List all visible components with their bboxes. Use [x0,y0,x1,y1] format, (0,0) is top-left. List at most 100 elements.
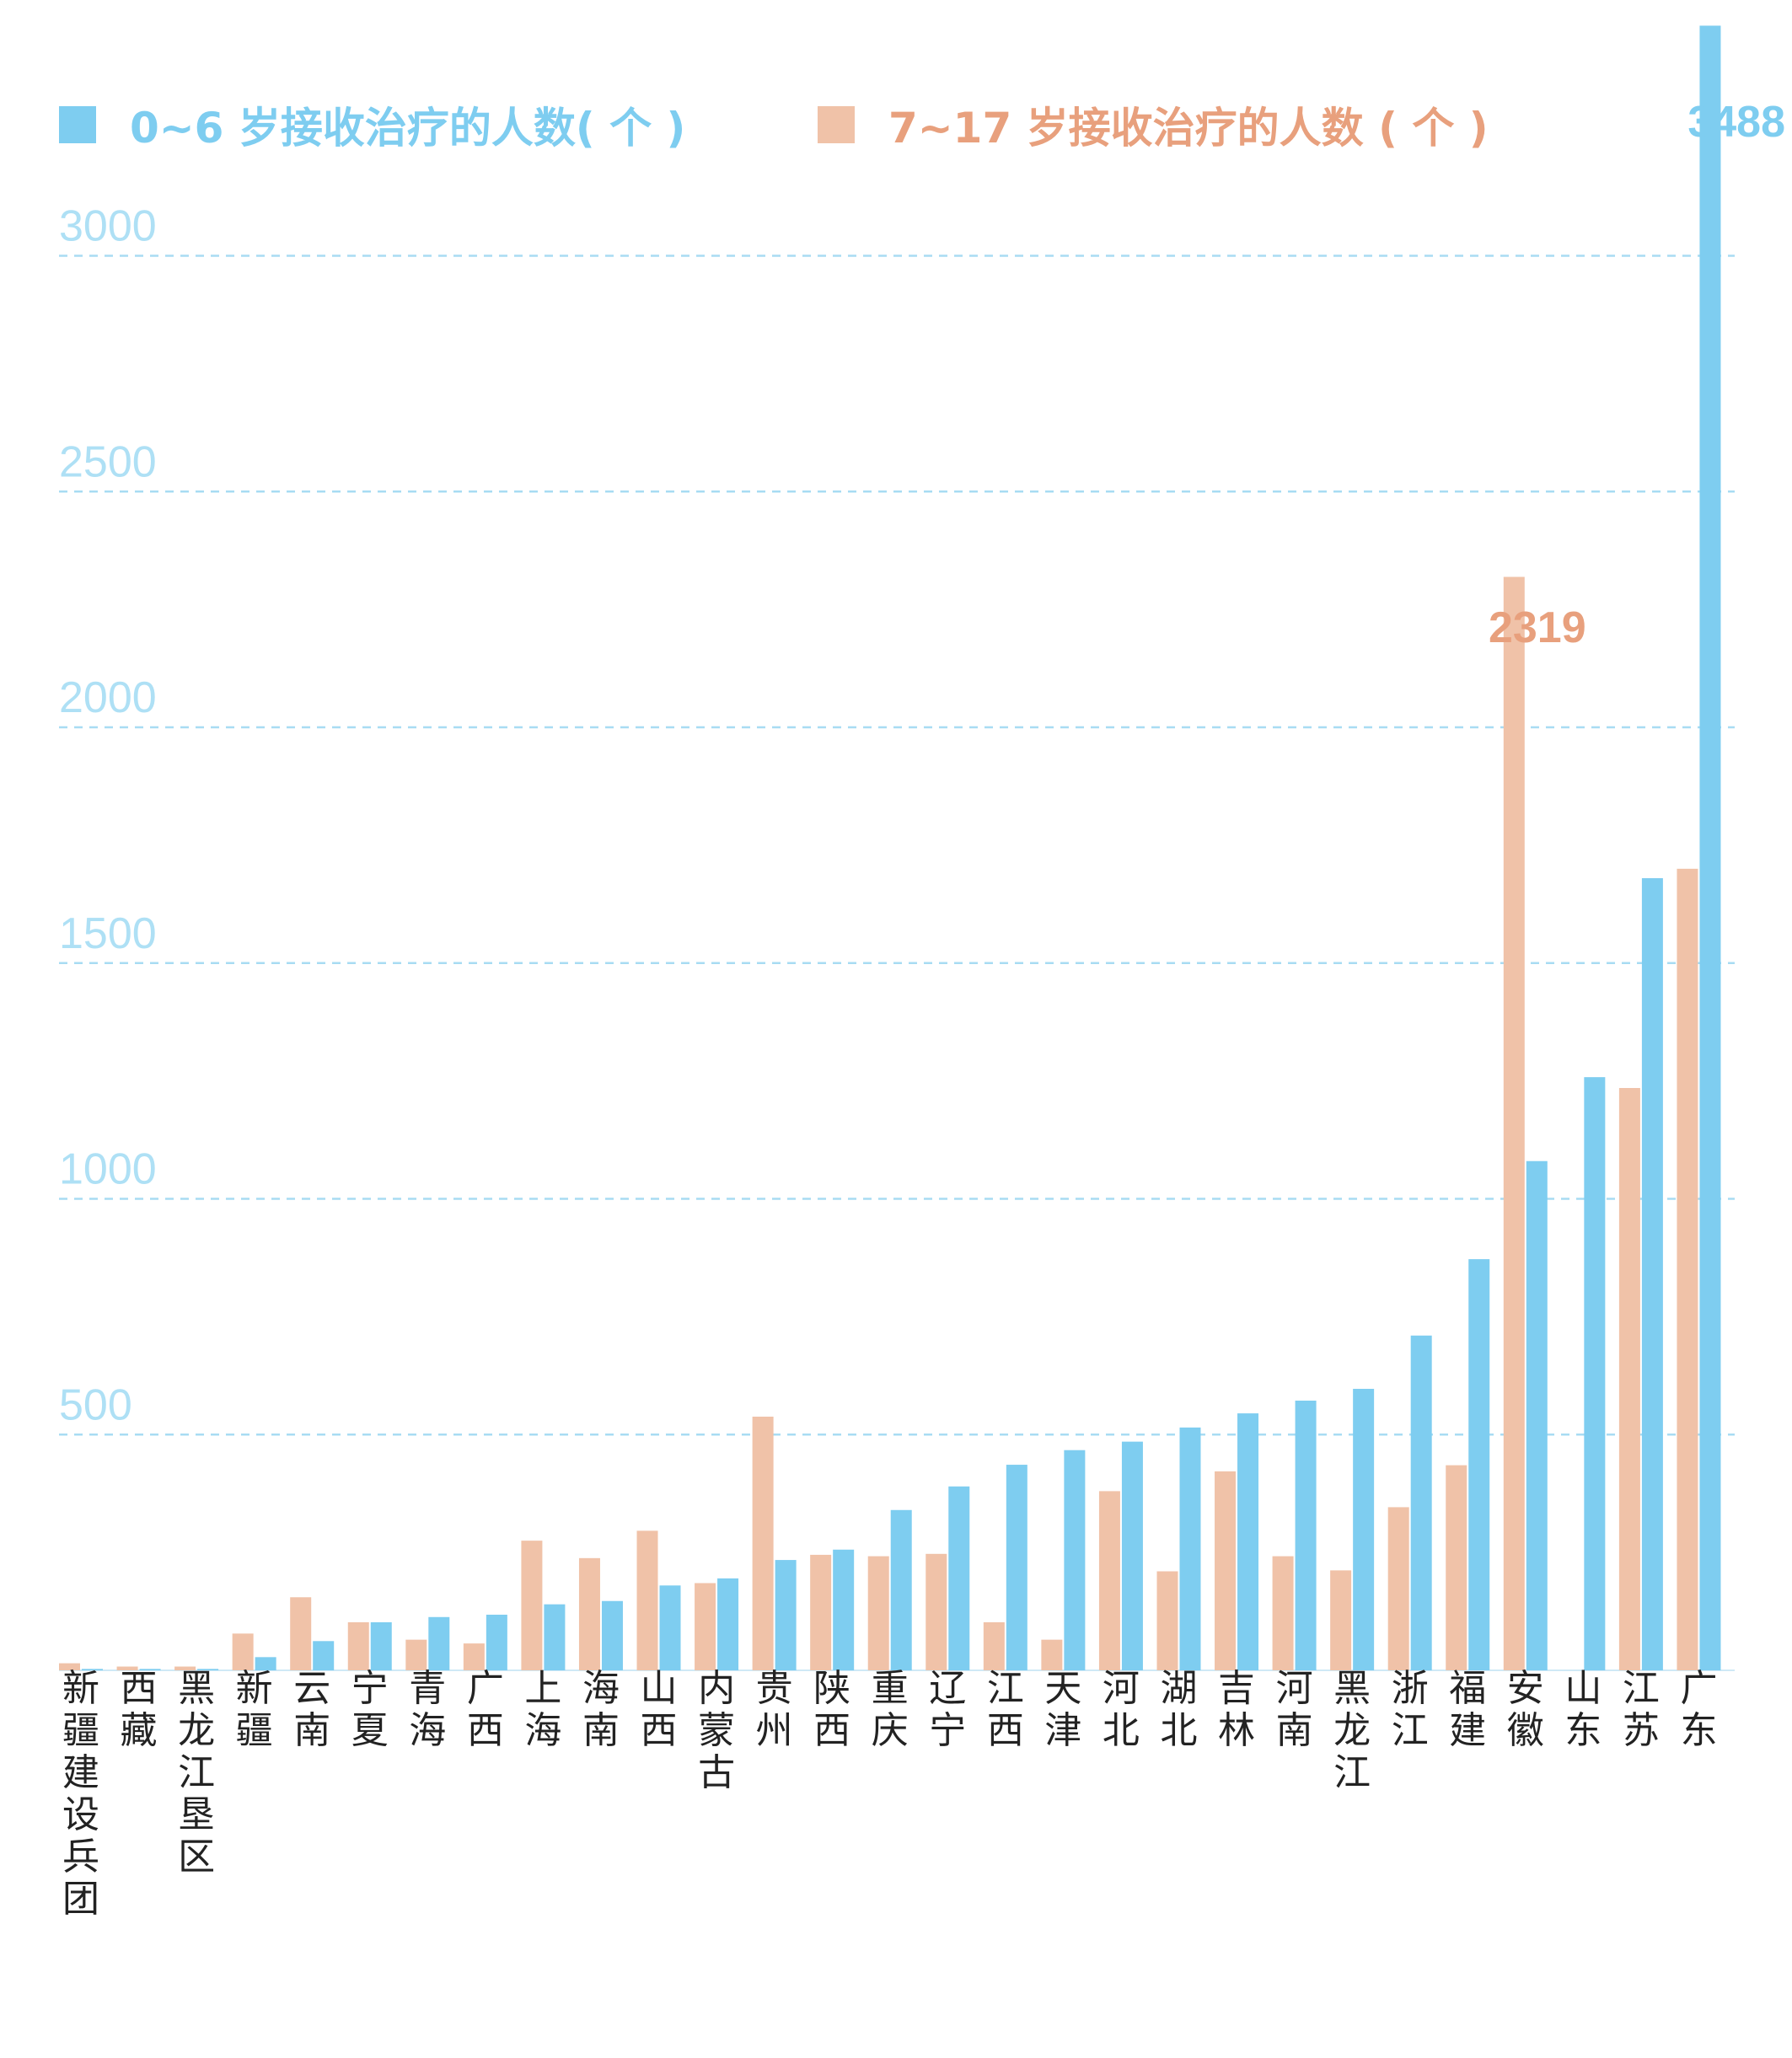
bar-0-6-28 [1699,25,1721,1671]
bar-0-6-9 [601,1600,623,1670]
x-label-11: 内蒙古 [698,1667,735,1794]
bar-0-6-10 [659,1585,681,1670]
bar-7-17-28 [1677,868,1698,1670]
bar-0-6-17 [1064,1450,1086,1670]
bar-7-17-0 [59,1663,80,1670]
bar-7-17-5 [347,1621,369,1670]
bar-7-17-6 [405,1639,427,1670]
bar-7-17-10 [636,1530,658,1670]
x-label-15: 辽宁 [929,1667,966,1752]
x-label-9: 海南 [582,1667,620,1752]
bar-7-17-3 [232,1633,254,1670]
bar-0-6-2 [197,1669,219,1670]
legend-item-0-6: 0~6 岁接收治疗的人数( 个 ) [59,99,685,153]
bar-0-6-16 [1006,1465,1027,1670]
x-label-5: 宁夏 [351,1667,389,1752]
bar-7-17-19 [1156,1571,1178,1670]
x-label-19: 湖北 [1160,1667,1197,1752]
x-label-26: 山东 [1564,1667,1602,1752]
legend-item-7-17: 7~17 岁接收治疗的人数 ( 个 ) [818,99,1489,153]
bar-0-6-23 [1410,1335,1432,1670]
callout-max-0-6: 3488 [1687,98,1785,147]
bar-0-6-6 [428,1616,450,1670]
y-tick-label-2500: 2500 [59,437,157,486]
x-label-3: 新疆 [236,1667,273,1752]
bar-7-17-25 [1503,576,1525,1670]
bar-0-6-1 [139,1669,161,1670]
x-label-8: 上海 [524,1667,561,1752]
x-label-22: 黑龙江 [1333,1667,1371,1794]
x-label-17: 天津 [1044,1667,1081,1752]
bar-0-6-8 [544,1604,566,1670]
bar-7-17-7 [463,1643,485,1670]
x-label-7: 广西 [467,1667,504,1752]
bar-0-6-26 [1584,1077,1606,1670]
x-label-2: 黑龙江垦区 [178,1667,215,1878]
bar-0-6-20 [1237,1413,1259,1670]
x-label-13: 陕西 [813,1667,850,1752]
bar-7-17-13 [810,1554,832,1670]
bar-0-6-14 [890,1509,912,1670]
bar-0-6-22 [1353,1388,1375,1670]
bar-0-6-5 [370,1621,392,1670]
x-label-28: 广东 [1680,1667,1717,1752]
x-label-24: 福建 [1449,1667,1486,1752]
bar-0-6-15 [948,1486,970,1670]
x-label-14: 重庆 [872,1667,909,1752]
y-tick-label-1500: 1500 [59,909,157,958]
x-label-1: 西藏 [121,1667,158,1752]
bar-7-17-17 [1041,1639,1063,1670]
bar-7-17-27 [1618,1088,1640,1670]
bar-7-17-8 [521,1541,543,1670]
x-label-4: 云南 [293,1667,330,1752]
y-tick-label-500: 500 [59,1380,132,1429]
bar-0-6-4 [313,1641,335,1670]
x-label-16: 江西 [987,1667,1024,1752]
bar-7-17-16 [983,1621,1005,1670]
x-label-6: 青海 [409,1667,446,1752]
bar-0-6-25 [1526,1160,1548,1670]
bar-0-6-13 [833,1549,855,1670]
x-label-10: 山西 [641,1667,678,1752]
bar-7-17-14 [867,1556,889,1670]
y-tick-label-2000: 2000 [59,673,157,722]
bar-0-6-24 [1468,1259,1490,1670]
bar-7-17-18 [1098,1491,1120,1670]
bar-7-17-15 [926,1553,947,1670]
y-tick-label-1000: 1000 [59,1145,157,1194]
x-label-23: 浙江 [1392,1667,1429,1752]
bar-7-17-9 [578,1557,600,1670]
bar-0-6-27 [1641,878,1663,1670]
bar-7-17-22 [1330,1570,1352,1670]
x-label-25: 安徽 [1507,1667,1544,1752]
bar-7-17-24 [1446,1465,1467,1670]
x-label-20: 吉林 [1218,1667,1255,1752]
bar-0-6-0 [82,1669,103,1670]
x-label-18: 河北 [1103,1667,1140,1752]
legend: 0~6 岁接收治疗的人数( 个 ) 7~17 岁接收治疗的人数 ( 个 ) [59,99,1787,153]
bar-7-17-2 [174,1666,196,1670]
bar-7-17-1 [116,1666,138,1670]
bar-0-6-11 [717,1578,739,1670]
legend-label-7-17: 7~17 岁接收治疗的人数 ( 个 ) [888,104,1489,153]
bar-7-17-20 [1215,1471,1237,1670]
bar-7-17-21 [1272,1556,1294,1670]
bar-7-17-12 [752,1416,774,1670]
bar-0-6-3 [255,1657,276,1670]
bar-0-6-18 [1121,1441,1143,1670]
callout-max-7-17: 2319 [1489,603,1586,652]
legend-label-0-6: 0~6 岁接收治疗的人数( 个 ) [130,104,686,153]
x-label-0: 新疆建设兵团 [62,1667,99,1921]
bar-7-17-4 [290,1597,312,1670]
x-label-21: 河南 [1276,1667,1313,1752]
bar-7-17-11 [695,1583,716,1670]
x-label-12: 贵州 [756,1667,793,1752]
bar-0-6-7 [486,1614,507,1670]
bar-0-6-12 [775,1560,797,1670]
legend-swatch-0-6 [59,106,96,143]
x-label-27: 江苏 [1623,1667,1660,1752]
bar-0-6-19 [1179,1427,1201,1670]
bar-7-17-23 [1387,1507,1409,1670]
y-tick-label-3000: 3000 [59,202,157,251]
